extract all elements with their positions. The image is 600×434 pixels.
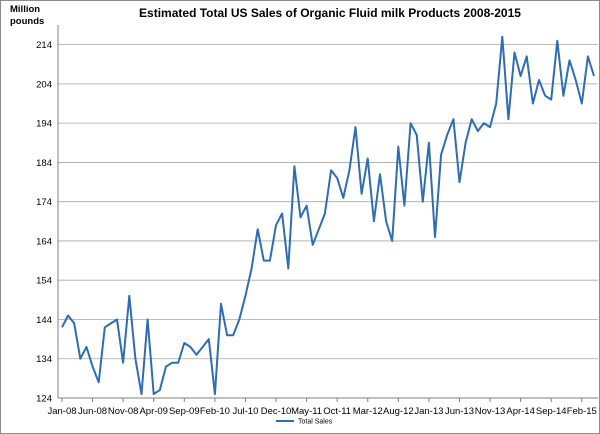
y-tick-label-204: 204 xyxy=(36,79,52,90)
x-tick-label-Sep-14: Sep-14 xyxy=(536,406,567,417)
y-tick-labels: 124 134 144 154 164 174 184 194 204 214 xyxy=(36,40,52,404)
x-tick-label-Jun-08: Jun-08 xyxy=(78,406,107,417)
y-tick-label-194: 194 xyxy=(36,119,52,130)
x-tick-label-Feb-10: Feb-10 xyxy=(200,406,230,417)
x-tick-label-Nov-08: Nov-08 xyxy=(108,406,139,417)
x-tick-labels: Jan-08 Jun-08 Nov-08 Apr-09 Sep-09 Feb-10 Jul-… xyxy=(47,406,596,417)
series-group xyxy=(61,35,595,396)
y-tick-label-154: 154 xyxy=(36,276,52,287)
x-tick-label-Dec-10: Dec-10 xyxy=(261,406,292,417)
x-tick-label-Jun-13: Jun-13 xyxy=(445,406,474,417)
gridlines xyxy=(58,44,598,360)
series-line-total-sales xyxy=(61,35,595,396)
y-tick-label-214: 214 xyxy=(36,40,52,51)
x-tick-label-Jan-08: Jan-08 xyxy=(47,406,76,417)
axes xyxy=(57,25,598,402)
x-tick-label-Aug-12: Aug-12 xyxy=(383,406,414,417)
chart-title: Estimated Total US Sales of Organic Flui… xyxy=(139,6,521,20)
legend: Total Sales xyxy=(276,419,333,426)
y-tick-label-134: 134 xyxy=(36,354,52,365)
x-tick-label-Jan-13: Jan-13 xyxy=(414,406,443,417)
x-tick-label-May-11: May-11 xyxy=(291,406,322,417)
x-tick-label-Jul-10: Jul-10 xyxy=(233,406,259,417)
x-tick-label-Apr-09: Apr-09 xyxy=(139,406,168,417)
x-tick-label-Oct-11: Oct-11 xyxy=(323,406,351,417)
x-tick-label-Feb-15: Feb-15 xyxy=(567,406,597,417)
y-tick-label-164: 164 xyxy=(36,236,52,247)
y-tick-label-144: 144 xyxy=(36,315,52,326)
y-tick-label-124: 124 xyxy=(36,394,52,405)
x-tick-label-Mar-12: Mar-12 xyxy=(353,406,383,417)
x-tick-label-Apr-14: Apr-14 xyxy=(506,406,535,417)
y-tick-label-174: 174 xyxy=(36,197,52,208)
y-tick-label-184: 184 xyxy=(36,158,52,169)
x-tick-label-Nov-13: Nov-13 xyxy=(475,406,506,417)
legend-label: Total Sales xyxy=(298,419,333,426)
y-axis-label: Million pounds xyxy=(10,4,45,27)
x-tick-label-Sep-09: Sep-09 xyxy=(169,406,200,417)
